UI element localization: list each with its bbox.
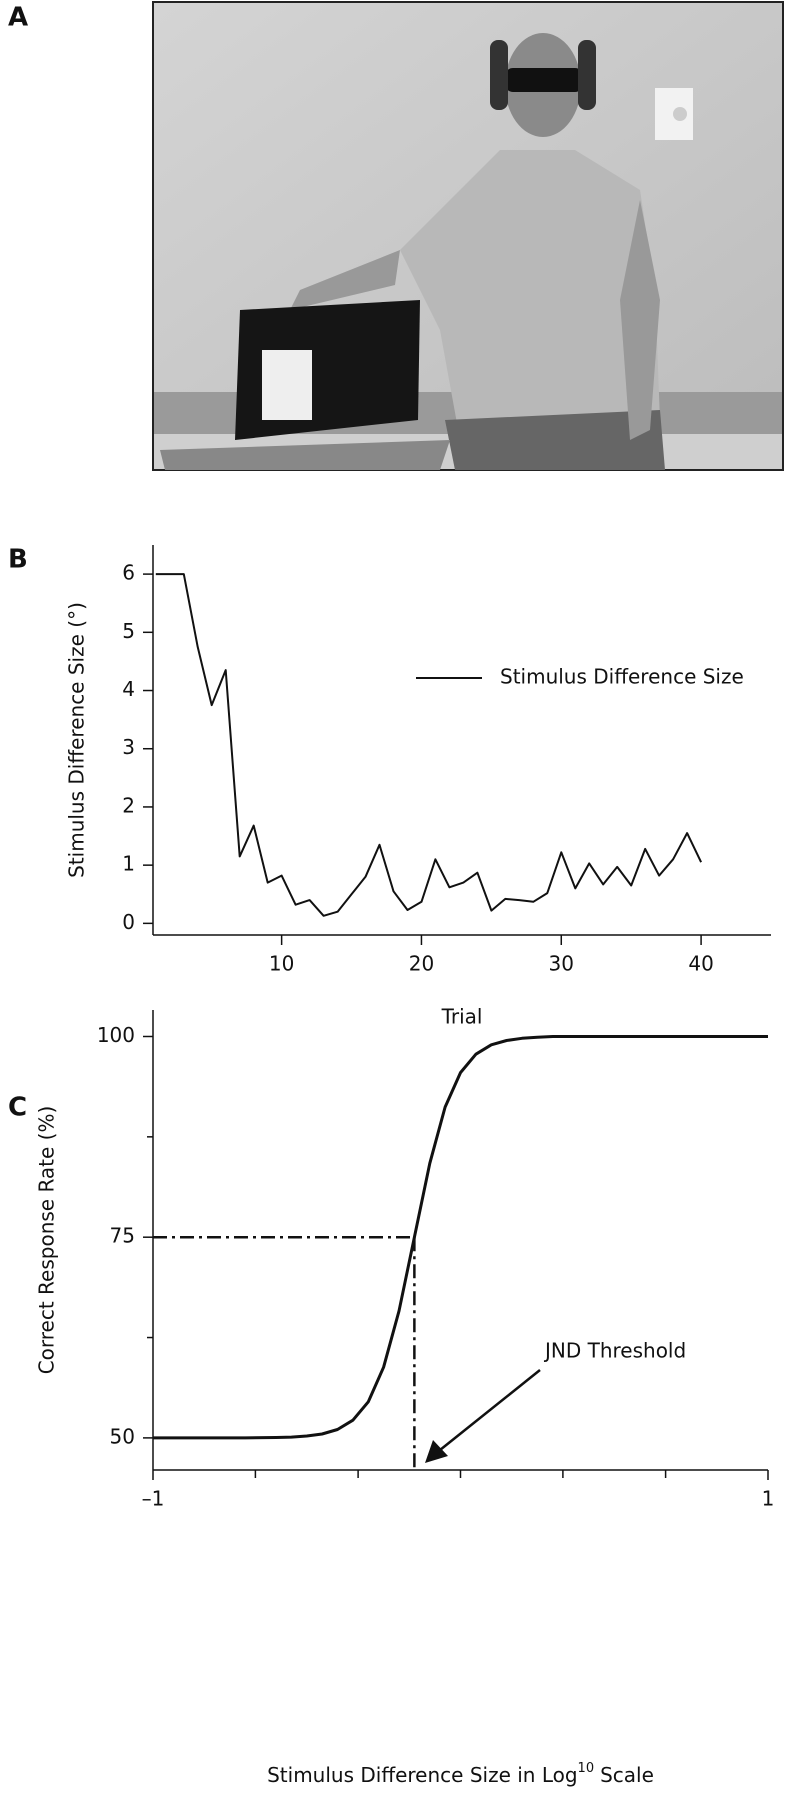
y-tick-label: 75: [110, 1224, 135, 1248]
x-tick-label: 1: [762, 1487, 775, 1511]
y-tick-label: 4: [122, 677, 135, 701]
panel-label: A: [8, 3, 28, 33]
annotation-arrow: [439, 1369, 541, 1451]
annotation: JND Threshold: [543, 1339, 686, 1363]
x-tick-label: 10: [269, 952, 294, 976]
x-tick-label: 30: [549, 952, 574, 976]
x-label-text: Stimulus Difference Size in Log: [267, 1763, 577, 1787]
x-tick-label: 20: [409, 952, 434, 976]
y-tick-label: 6: [122, 561, 135, 585]
x-tick-label: 40: [688, 952, 713, 976]
x-tick-label: –1: [142, 1487, 165, 1511]
y-tick-label: 2: [122, 793, 135, 817]
y-tick-label: 50: [110, 1424, 135, 1448]
x-label-superscript: 10: [578, 1761, 595, 1776]
charts: B 0 1 2 3 4 5 6 10 20 30 40 Stimulus Difference Size…: [8, 545, 774, 1787]
y-tick-label: 5: [122, 619, 135, 643]
arrow-head: [425, 1440, 448, 1463]
y-axis-label: Stimulus Difference Size (°): [65, 602, 89, 878]
y-tick-label: 100: [97, 1023, 135, 1047]
x-axis-label: Trial: [441, 1005, 483, 1029]
line: [153, 1035, 768, 1440]
y-tick-label: 3: [122, 735, 135, 759]
photo: [152, 1, 784, 471]
y-tick-label: 0: [122, 910, 135, 934]
line: [155, 573, 703, 917]
y-tick-label: 1: [122, 852, 135, 876]
panel-label: B: [8, 545, 28, 575]
x-axis-label: Stimulus Difference Size in Log10 Scale: [267, 1761, 654, 1787]
y-axis-label: Correct Response Rate (%): [35, 1106, 59, 1375]
panel-label: C: [8, 1093, 27, 1123]
legend-label: Stimulus Difference Size: [500, 665, 744, 689]
x-label-text: Scale: [600, 1763, 654, 1787]
